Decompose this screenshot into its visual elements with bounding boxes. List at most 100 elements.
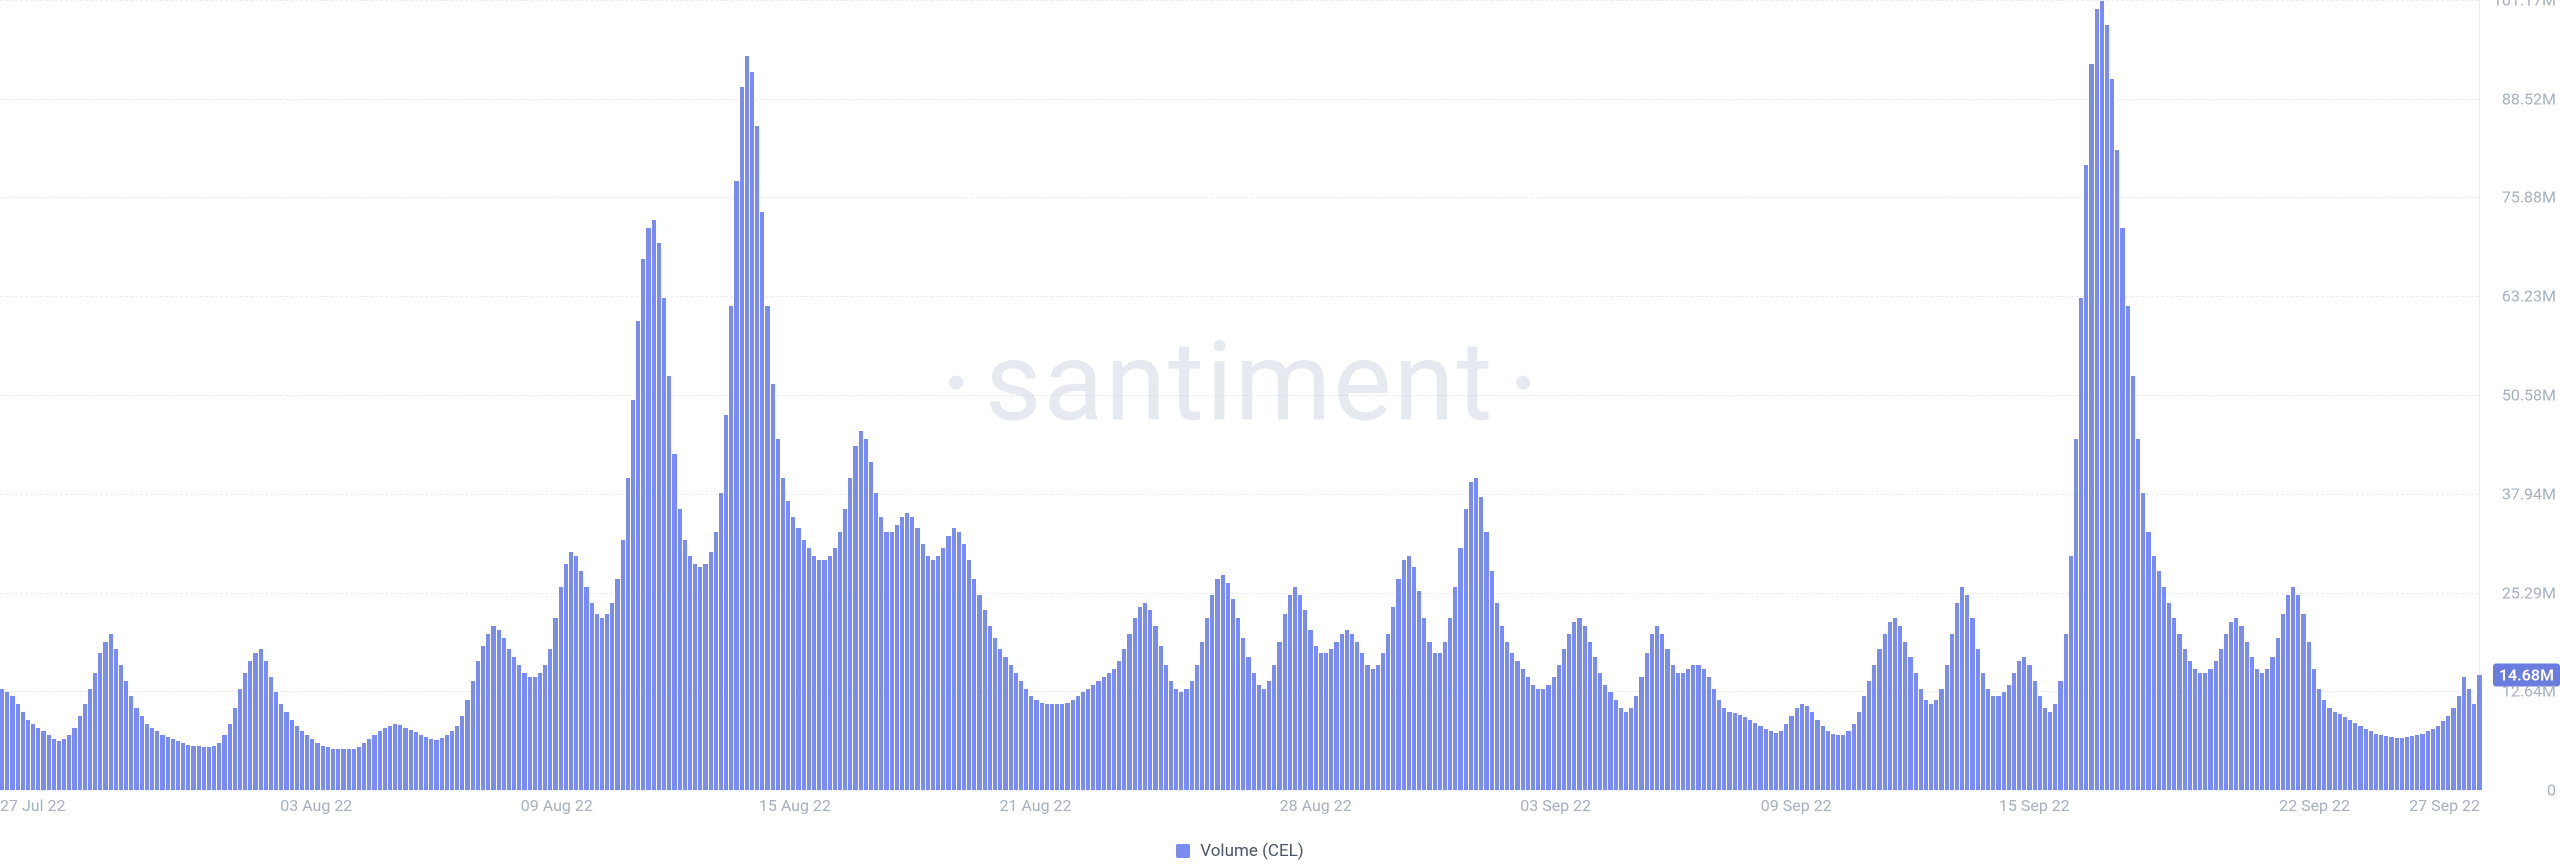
volume-bar [140, 716, 144, 790]
volume-bar [564, 564, 568, 790]
y-tick-label: 88.52M [2502, 89, 2556, 108]
volume-bar [1531, 685, 1535, 790]
volume-bar [378, 731, 382, 790]
volume-bar [1345, 630, 1349, 790]
volume-bar [103, 642, 107, 790]
volume-bar [2395, 738, 2399, 790]
volume-bar [2193, 669, 2197, 790]
volume-bar [1314, 646, 1318, 790]
volume-bar [1365, 665, 1369, 790]
volume-bar [450, 731, 454, 790]
volume-bar [259, 649, 263, 790]
volume-chart: santiment 14.68M 101.17M88.52M75.88M63.2… [0, 0, 2560, 867]
volume-bar [2229, 622, 2233, 790]
volume-bar [1510, 653, 1514, 790]
volume-bar [1334, 642, 1338, 790]
volume-bar [2446, 716, 2450, 790]
volume-bar [2162, 587, 2166, 790]
x-tick-label: 15 Aug 22 [759, 796, 831, 815]
volume-bar [290, 720, 294, 790]
volume-bar [1950, 634, 1954, 790]
volume-bar [1096, 681, 1100, 790]
volume-bar [734, 181, 738, 790]
volume-bar [2348, 720, 2352, 790]
volume-bar [26, 720, 30, 790]
volume-bar [486, 634, 490, 790]
volume-bar [993, 638, 997, 790]
volume-bar [1562, 649, 1566, 790]
volume-bar [160, 735, 164, 790]
volume-bar [817, 560, 821, 790]
volume-bar [2214, 661, 2218, 790]
volume-bar [522, 673, 526, 790]
volume-bar [191, 746, 195, 791]
volume-bar [274, 692, 278, 790]
volume-bar [745, 56, 749, 790]
volume-bar [1003, 657, 1007, 790]
volume-bar [2208, 669, 2212, 790]
volume-bar [284, 712, 288, 790]
volume-bar [150, 728, 154, 790]
volume-bar [1676, 673, 1680, 790]
volume-bar [915, 528, 919, 790]
volume-bar [910, 517, 914, 790]
volume-bar [1112, 669, 1116, 790]
volume-bar [1789, 716, 1793, 790]
volume-bar [1955, 603, 1959, 790]
volume-bar [1541, 689, 1545, 791]
volume-bar [2276, 638, 2280, 790]
volume-bar [2183, 649, 2187, 790]
volume-bar [1619, 708, 1623, 790]
volume-bar [1412, 567, 1416, 790]
volume-bar [1831, 734, 1835, 790]
volume-bar [936, 556, 940, 790]
volume-bar [1319, 653, 1323, 790]
volume-bar [781, 478, 785, 790]
volume-bar [698, 567, 702, 790]
volume-bar [2400, 738, 2404, 790]
volume-bar [1577, 618, 1581, 790]
volume-bar [2167, 603, 2171, 790]
volume-bar [207, 747, 211, 790]
volume-bar [393, 724, 397, 790]
volume-bar [72, 728, 76, 790]
volume-bar [2084, 165, 2088, 790]
y-tick-label: 101.17M [2493, 0, 2556, 10]
volume-bar [1821, 726, 1825, 790]
volume-bar [703, 564, 707, 790]
volume-bar [1340, 634, 1344, 790]
volume-bar [507, 649, 511, 790]
volume-bar [305, 735, 309, 790]
volume-bar [315, 743, 319, 790]
volume-bar [2358, 726, 2362, 790]
volume-bar [2374, 734, 2378, 790]
volume-bar [145, 724, 149, 790]
volume-bar [621, 540, 625, 790]
volume-bar [1717, 700, 1721, 790]
volume-bar [1495, 603, 1499, 790]
volume-bar [1515, 661, 1519, 790]
volume-bar [2255, 669, 2259, 790]
volume-bar [2441, 721, 2445, 790]
volume-bar [440, 738, 444, 790]
volume-bar [31, 724, 35, 790]
volume-bar [1883, 634, 1887, 790]
volume-bar [838, 532, 842, 790]
volume-bar [134, 708, 138, 790]
volume-bar [279, 704, 283, 790]
volume-bar [1262, 689, 1266, 791]
volume-bar [1629, 708, 1633, 790]
volume-bar [1857, 712, 1861, 790]
volume-bar [2120, 228, 2124, 790]
volume-bar [2058, 681, 2062, 790]
volume-bar [2115, 150, 2119, 790]
volume-bar [2451, 708, 2455, 790]
volume-bar [1650, 634, 1654, 790]
volume-bar [98, 653, 102, 790]
volume-bar [2007, 685, 2011, 790]
volume-bar [807, 548, 811, 790]
volume-bar [584, 587, 588, 790]
volume-bar [1246, 657, 1250, 790]
volume-bar [952, 528, 956, 790]
volume-bar [1138, 607, 1142, 791]
